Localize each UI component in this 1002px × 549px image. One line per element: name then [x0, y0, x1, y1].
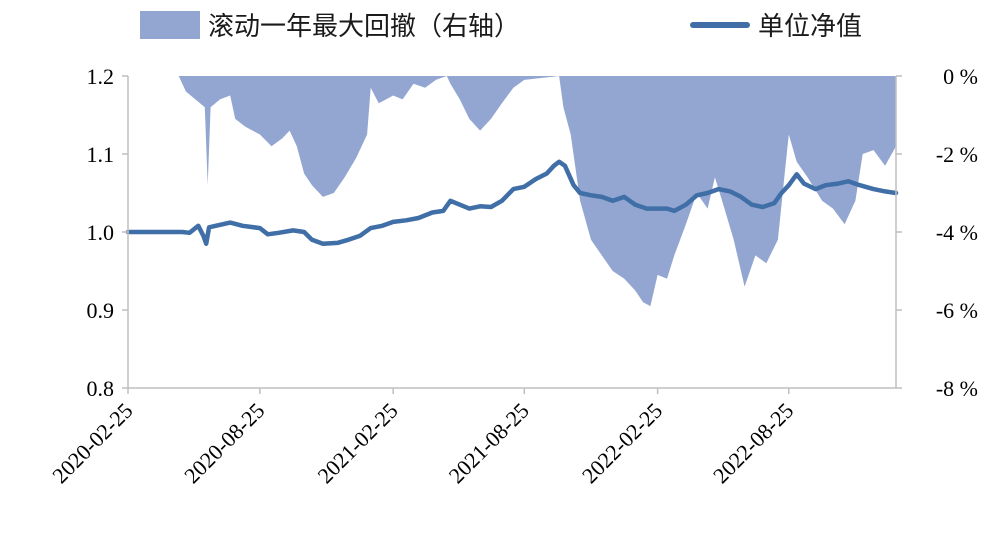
x-tick-label: 2021-02-25	[312, 398, 402, 488]
legend-item-nav: 单位净值	[690, 6, 862, 43]
y-right-tick-label: -4 %	[936, 220, 978, 245]
x-tick-label: 2022-02-25	[577, 398, 667, 488]
legend-item-drawdown: 滚动一年最大回撤（右轴）	[140, 6, 520, 43]
legend-label-drawdown: 滚动一年最大回撤（右轴）	[208, 12, 521, 42]
y-left-tick-label: 1.0	[87, 220, 115, 245]
x-tick-label: 2020-02-25	[47, 398, 137, 488]
x-tick-label: 2022-08-25	[708, 398, 798, 488]
y-left-tick-label: 1.2	[87, 64, 115, 89]
legend-swatch-line	[690, 21, 750, 28]
y-right-tick-label: -6 %	[936, 298, 978, 323]
y-left-tick-label: 0.9	[87, 298, 115, 323]
x-tick-label: 2021-08-25	[444, 398, 534, 488]
legend-label-nav: 单位净值	[758, 12, 863, 42]
x-tick-label: 2020-08-25	[179, 398, 269, 488]
legend-swatch-area	[140, 10, 200, 39]
y-right-tick-label: -8 %	[936, 376, 978, 401]
y-right-tick-label: 0 %	[943, 64, 978, 89]
y-left-tick-label: 1.1	[87, 142, 115, 167]
y-left-tick-label: 0.8	[87, 376, 115, 401]
y-right-tick-label: -2 %	[936, 142, 978, 167]
nav-line	[125, 159, 899, 246]
drawdown-area	[128, 76, 896, 307]
chart-legend: 滚动一年最大回撤（右轴） 单位净值	[0, 6, 1002, 46]
